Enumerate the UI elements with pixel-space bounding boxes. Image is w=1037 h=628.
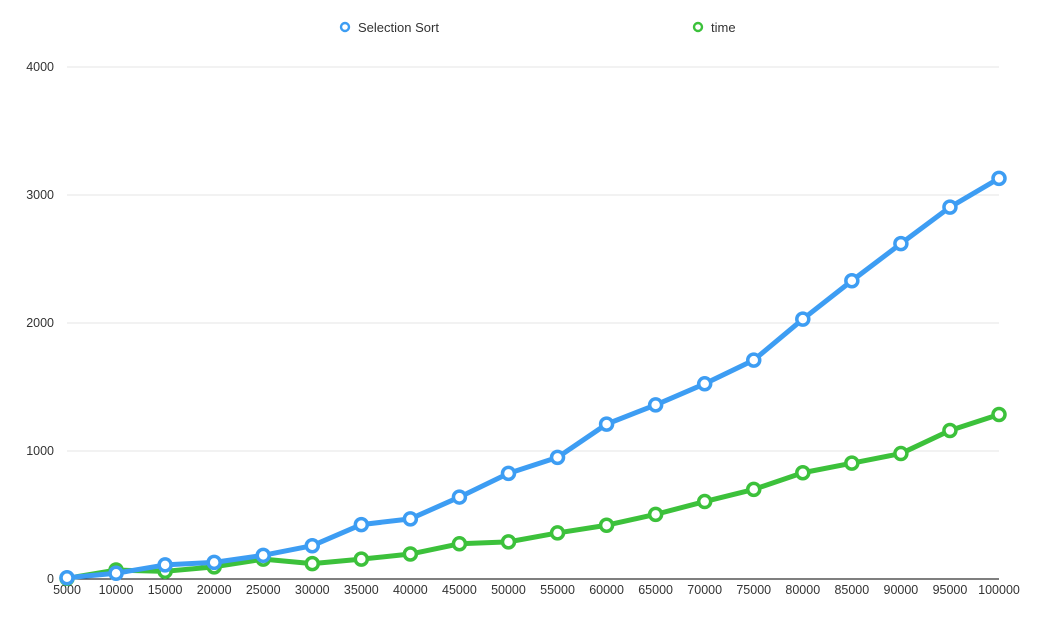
y-tick-label: 4000 — [26, 60, 54, 74]
data-point[interactable] — [549, 449, 566, 466]
data-point[interactable] — [304, 537, 321, 554]
data-point[interactable] — [500, 465, 517, 482]
data-point[interactable] — [353, 551, 370, 567]
legend-label-time: time — [711, 19, 736, 35]
data-point[interactable] — [206, 554, 222, 571]
x-tick-label: 40000 — [393, 583, 428, 597]
data-point[interactable] — [353, 516, 370, 533]
x-tick-label: 20000 — [197, 583, 232, 597]
data-point[interactable] — [451, 536, 468, 552]
data-point[interactable] — [991, 170, 1007, 187]
x-tick-label: 85000 — [834, 583, 869, 597]
data-point[interactable] — [451, 489, 468, 505]
data-point[interactable] — [255, 547, 271, 564]
data-point[interactable] — [844, 273, 860, 289]
x-tick-label: 10000 — [99, 583, 134, 597]
data-point[interactable] — [108, 565, 124, 581]
x-tick-label: 50000 — [491, 583, 526, 597]
data-point[interactable] — [598, 517, 615, 533]
data-point[interactable] — [647, 397, 664, 413]
x-tick-label: 100000 — [978, 583, 1020, 597]
series-line — [64, 175, 1002, 581]
legend-label-selection-sort: Selection Sort — [358, 19, 439, 35]
x-tick-label: 65000 — [638, 583, 673, 597]
x-tick-label: 60000 — [589, 583, 624, 597]
data-point[interactable] — [549, 525, 566, 541]
y-tick-label: 0 — [47, 572, 54, 586]
data-point[interactable] — [942, 199, 958, 215]
x-tick-label: 25000 — [246, 583, 281, 597]
x-tick-label: 35000 — [344, 583, 379, 597]
y-tick-label: 1000 — [26, 444, 54, 458]
data-point[interactable] — [745, 481, 762, 498]
data-point[interactable] — [795, 465, 811, 481]
x-tick-label: 30000 — [295, 583, 330, 597]
x-tick-label: 80000 — [785, 583, 820, 597]
y-tick-label: 3000 — [26, 188, 54, 202]
data-point[interactable] — [893, 235, 909, 252]
x-tick-label: 5000 — [53, 583, 81, 597]
data-point[interactable] — [991, 406, 1007, 423]
data-point[interactable] — [942, 422, 958, 439]
legend-marker-icon — [339, 21, 351, 33]
data-point[interactable] — [598, 416, 615, 432]
grid-lines — [67, 66, 999, 452]
series-line — [64, 412, 1002, 581]
data-point[interactable] — [500, 534, 517, 550]
data-point[interactable] — [59, 569, 75, 586]
x-axis-labels: 5000 10000 15000 20000 25000 30000 35000 40000 4… — [53, 583, 1020, 597]
legend-item-selection-sort[interactable]: Selection Sort — [339, 17, 439, 37]
data-point[interactable] — [844, 455, 860, 471]
x-tick-label: 15000 — [148, 583, 183, 597]
series-layer — [59, 170, 1007, 587]
data-point[interactable] — [647, 506, 664, 523]
data-point[interactable] — [696, 376, 713, 392]
series-0 — [59, 170, 1007, 586]
x-tick-label: 70000 — [687, 583, 722, 597]
data-point[interactable] — [745, 352, 762, 368]
data-point[interactable] — [402, 511, 419, 527]
series-1 — [59, 406, 1007, 587]
x-tick-label: 55000 — [540, 583, 575, 597]
x-tick-label: 90000 — [884, 583, 919, 597]
data-point[interactable] — [157, 557, 173, 573]
x-tick-label: 45000 — [442, 583, 477, 597]
data-point[interactable] — [304, 555, 321, 572]
y-tick-label: 2000 — [26, 316, 54, 330]
x-tick-label: 75000 — [736, 583, 771, 597]
data-point[interactable] — [893, 445, 909, 462]
data-point[interactable] — [696, 493, 713, 510]
legend-marker-icon — [692, 21, 704, 33]
y-axis-labels: 0 1000 2000 3000 4000 — [26, 60, 54, 586]
x-tick-label: 95000 — [933, 583, 968, 597]
data-point[interactable] — [402, 546, 419, 562]
data-point[interactable] — [795, 311, 811, 327]
legend-item-time[interactable]: time — [692, 17, 736, 37]
